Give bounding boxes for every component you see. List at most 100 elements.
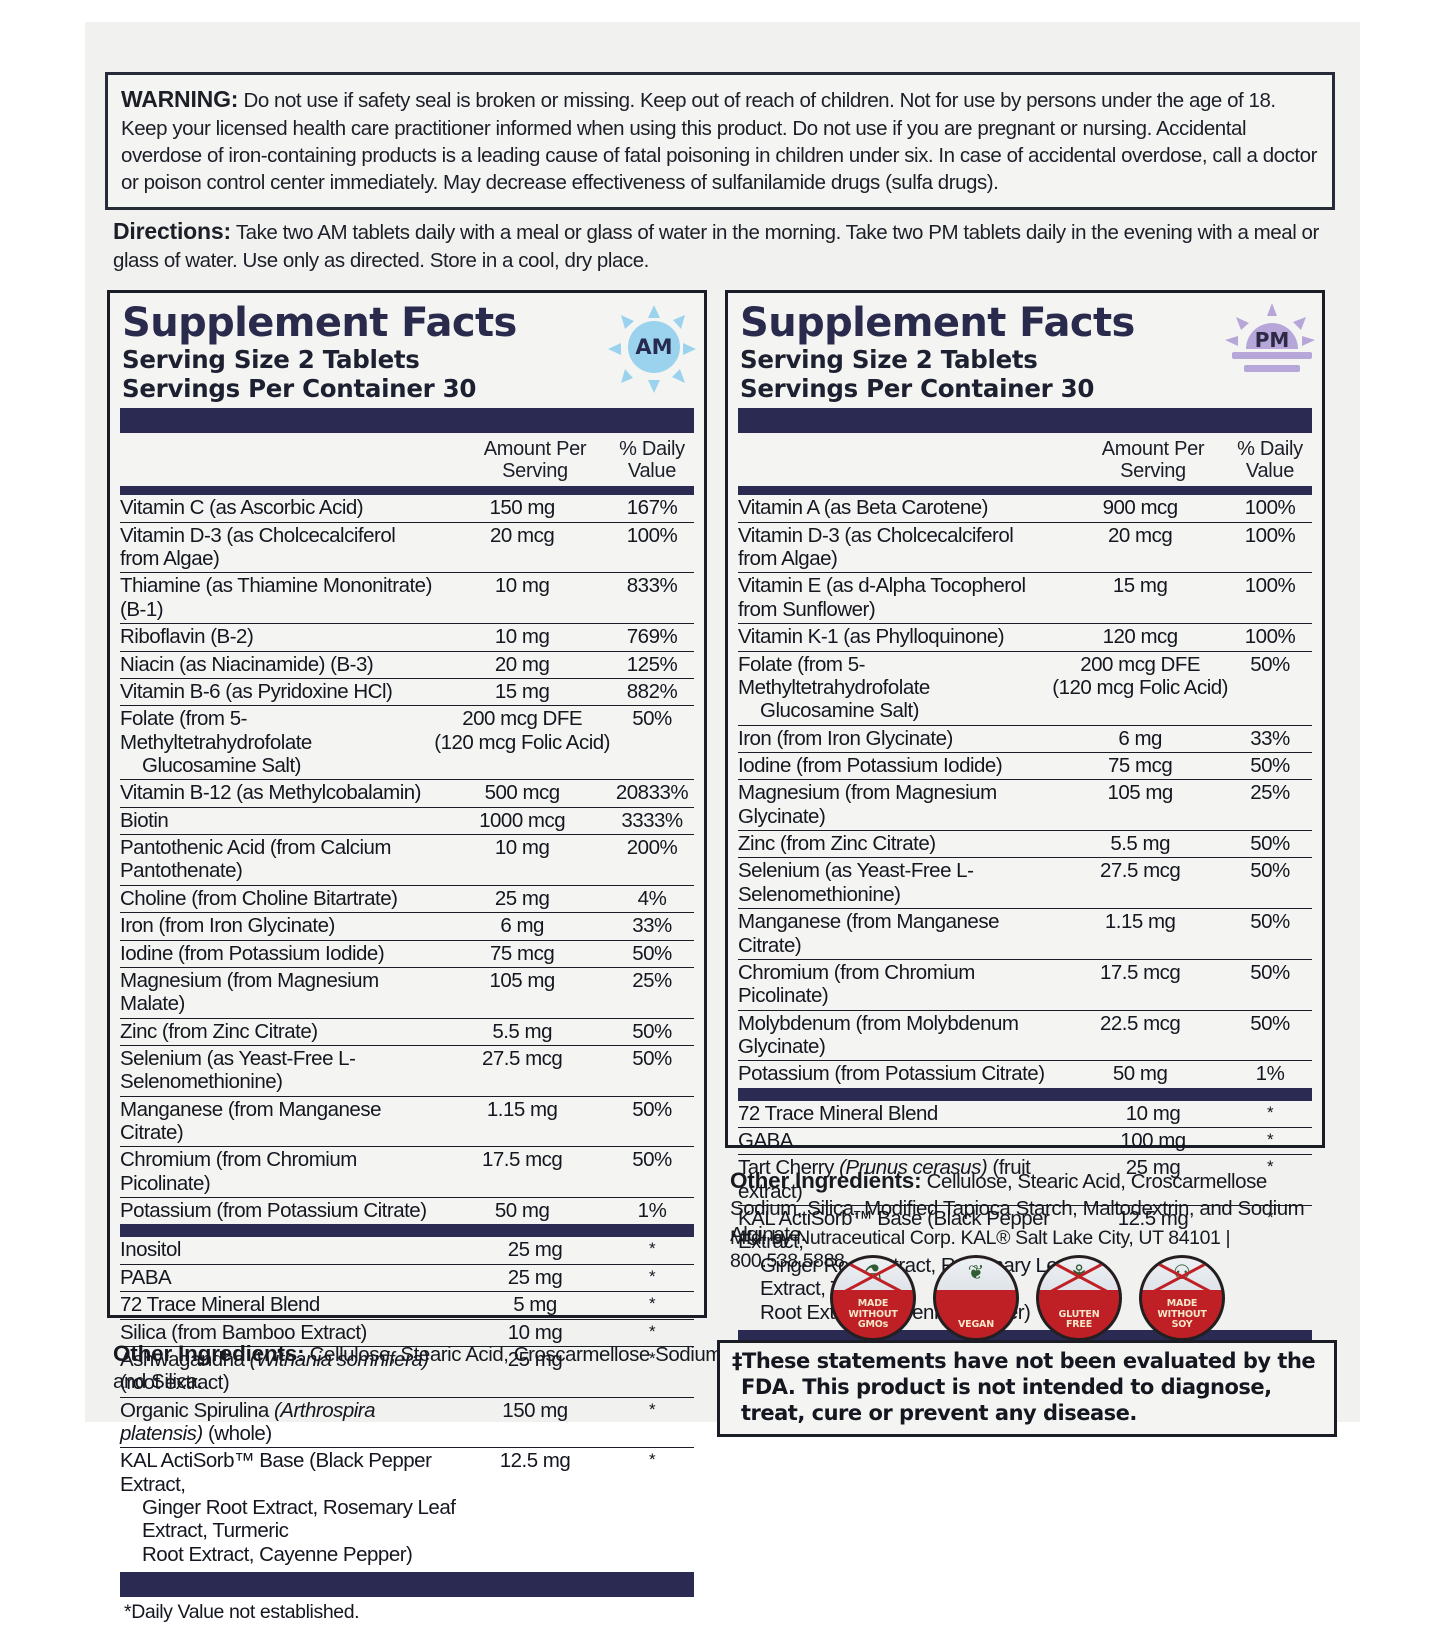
nutrient-daily-value: 50% — [1228, 908, 1312, 960]
am-footnote: *Daily Value not established. — [124, 1601, 360, 1624]
table-row: Chromium (from Chromium Picolinate) 17.5 … — [738, 959, 1312, 1011]
table-row: Iodine (from Potassium Iodide) 75 mcg 50% — [120, 940, 694, 968]
nutrient-amount: 900 mcg — [1052, 495, 1228, 523]
nutrient-name: Zinc (from Zinc Citrate) — [120, 1018, 435, 1046]
nutrient-daily-value: 125% — [610, 651, 694, 679]
sun-rays-icon — [608, 305, 696, 393]
nutrient-amount: 20 mg — [434, 651, 610, 679]
nutrient-daily-value: * — [1228, 1127, 1312, 1156]
pm-servings-per-container: Servings Per Container 30 — [740, 373, 1095, 403]
nutrient-amount: 17.5 mcg — [434, 1146, 610, 1199]
table-row: Iron (from Iron Glycinate) 6 mg 33% — [120, 912, 694, 941]
nutrient-daily-value: 50% — [1228, 857, 1312, 910]
table-row: Ashwagandha (Withania somnifera) (root e… — [120, 1346, 694, 1398]
am-serving-size: Serving Size 2 Tablets — [122, 344, 420, 374]
fda-disclaimer-text: ‡These statements have not been evaluate… — [732, 1349, 1316, 1425]
nutrient-daily-value: 882% — [610, 678, 694, 707]
cert-top-half — [936, 1258, 1016, 1290]
directions-body: Take two AM tablets daily with a meal or… — [113, 221, 1319, 272]
warning-body: Do not use if safety seal is broken or m… — [121, 89, 1318, 195]
am-header-bar — [120, 407, 694, 433]
cert-label: VEGAN — [958, 1319, 994, 1331]
fda-disclaimer-box: ‡These statements have not been evaluate… — [717, 1340, 1337, 1438]
nutrient-daily-value: 25% — [1228, 779, 1312, 832]
pm-header-bar — [738, 407, 1312, 433]
warning-label: WARNING: — [121, 86, 239, 112]
nutrient-amount: 25 mg — [460, 1346, 610, 1398]
nutrient-amount: 12.5 mg — [499, 1449, 571, 1473]
table-row: Vitamin D-3 (as Cholcecalciferol from Al… — [120, 522, 694, 574]
nutrient-name: Riboflavin (B-2) — [120, 623, 435, 652]
am-col-amount: Amount Per Serving — [483, 437, 587, 482]
nutrient-name: Vitamin A (as Beta Carotene) — [738, 495, 1053, 523]
nutrient-name: Iodine (from Potassium Iodide) — [120, 940, 435, 968]
nutrient-name: Iron (from Iron Glycinate) — [120, 912, 435, 941]
nutrient-daily-value: 50% — [1228, 1010, 1312, 1062]
am-divider-bar-1 — [120, 486, 694, 496]
table-row: Tart Cherry (Prunus cerasus) (fruit extr… — [738, 1154, 1312, 1207]
nutrient-daily-value: 100% — [1228, 522, 1312, 574]
nutrient-name: Zinc (from Zinc Citrate) — [738, 830, 1053, 859]
nutrient-name: Molybdenum (from Molybdenum Glycinate) — [738, 1010, 1053, 1062]
nutrient-amount: 25 mg — [460, 1264, 610, 1293]
am-column-headers: Amount Per Serving % Daily Value — [120, 433, 694, 487]
nutrient-daily-value: * — [610, 1264, 694, 1293]
directions-block: Directions: Take two AM tablets daily wi… — [113, 216, 1335, 274]
nutrient-amount: 75 mcg — [1052, 752, 1228, 781]
nutrient-amount: 500 mcg — [434, 779, 610, 808]
nutrient-amount: 27.5 mcg — [1052, 857, 1228, 910]
nutrient-daily-value: 25% — [610, 967, 694, 1019]
nutrient-daily-value: 200% — [610, 834, 694, 886]
nutrient-daily-value: 167% — [610, 495, 694, 523]
am-panel-title: Supplement Facts — [122, 300, 517, 346]
cert-label: MADE WITHOUT SOY — [1157, 1298, 1207, 1331]
nutrient-name: Vitamin C (as Ascorbic Acid) — [120, 495, 435, 523]
nutrient-daily-value: 1% — [637, 1199, 667, 1223]
sun-disc — [628, 321, 680, 373]
nutrient-amount: 1000 mcg — [434, 807, 610, 836]
cert-badge-flask: ⚗ MADE WITHOUT GMOs — [830, 1255, 916, 1341]
table-row: Biotin 1000 mcg 3333% — [120, 807, 694, 836]
nutrient-amount: 1.15 mg — [1052, 908, 1228, 960]
pm-col-daily-value: % Daily Value — [1237, 437, 1303, 482]
nutrient-name: GABA — [738, 1127, 1078, 1156]
cert-label: GLUTEN FREE — [1058, 1308, 1100, 1331]
cert-badge-wheat: ⚘ GLUTEN FREE — [1036, 1255, 1122, 1341]
nutrient-daily-value: * — [610, 1346, 694, 1398]
nutrient-daily-value: 50% — [1228, 651, 1312, 726]
nutrient-amount: 100 mg — [1078, 1127, 1228, 1156]
table-row: KAL ActiSorb™ Base (Black Pepper Extract… — [120, 1448, 694, 1568]
table-row: Vitamin D-3 (as Cholcecalciferol from Al… — [738, 522, 1312, 574]
nutrient-name: Silica (from Bamboo Extract) — [120, 1319, 460, 1347]
nutrient-daily-value: 100% — [610, 522, 694, 574]
nutrient-name: Inositol — [120, 1237, 460, 1265]
nutrient-amount: 12.5 mg — [1117, 1207, 1189, 1231]
nutrient-name: Magnesium (from Magnesium Glycinate) — [738, 779, 1053, 832]
nutrient-daily-value: * — [610, 1319, 694, 1347]
table-row: Potassium (from Potassium Citrate) 50 mg 1… — [738, 1061, 1312, 1088]
am-divider-bar-2 — [120, 1224, 694, 1238]
table-row: Potassium (from Potassium Citrate) 50 mg 1… — [120, 1198, 694, 1225]
table-row: Iodine (from Potassium Iodide) 75 mcg 50% — [738, 752, 1312, 781]
nutrient-daily-value: * — [610, 1237, 694, 1265]
am-badge-label: AM — [635, 335, 673, 359]
nutrient-name: Vitamin D-3 (as Cholcecalciferol from Al… — [738, 522, 1053, 574]
nutrient-daily-value: 1% — [1255, 1062, 1285, 1086]
nutrient-amount: 5 mg — [460, 1291, 610, 1320]
nutrient-name: Potassium (from Potassium Citrate) — [738, 1062, 1045, 1086]
nutrient-amount: 75 mcg — [434, 940, 610, 968]
nutrient-name: Niacin (as Niacinamide) (B-3) — [120, 651, 435, 679]
nutrient-name: Biotin — [120, 807, 435, 836]
pm-horizon-bar-2 — [1244, 365, 1300, 372]
nutrient-name: Selenium (as Yeast-Free L-Selenomethioni… — [120, 1045, 435, 1097]
am-blend-table: Inositol 25 mg * PABA 25 mg * 72 Trace Mineral… — [120, 1237, 694, 1568]
nutrient-name: 72 Trace Mineral Blend — [120, 1291, 460, 1320]
cert-badge-soybean: ⚇ MADE WITHOUT SOY — [1139, 1255, 1225, 1341]
nutrient-amount: 105 mg — [434, 967, 610, 1019]
nutrient-amount: 50 mg — [494, 1199, 550, 1223]
nutrient-amount: 27.5 mcg — [434, 1045, 610, 1097]
nutrient-name: Vitamin D-3 (as Cholcecalciferol from Al… — [120, 522, 435, 574]
table-row: Molybdenum (from Molybdenum Glycinate) 22… — [738, 1010, 1312, 1062]
directions-label: Directions: — [113, 218, 231, 244]
nutrient-name: Manganese (from Manganese Citrate) — [738, 908, 1053, 960]
